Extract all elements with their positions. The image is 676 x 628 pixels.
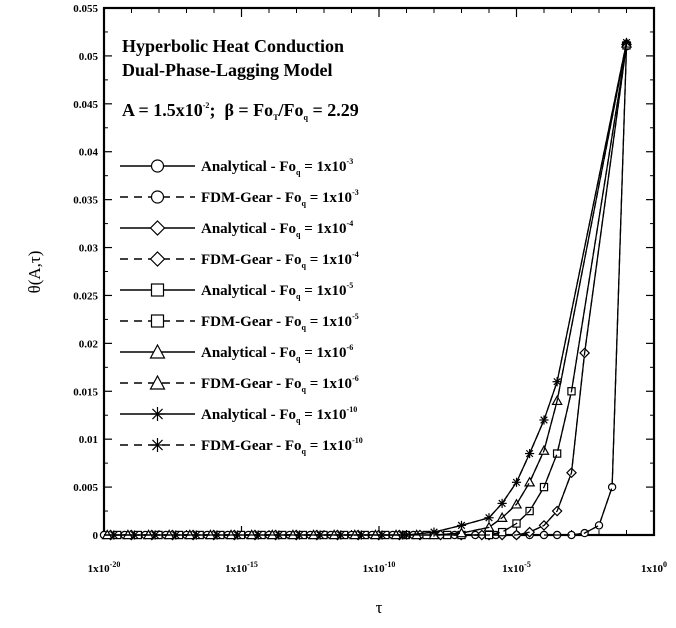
marker-stroke: [457, 521, 466, 530]
marker-stroke: [152, 408, 163, 420]
svg-text:A = 1.5x10-2;β = FoT/Foq = 2.2: A = 1.5x10-2; β = FoT/Foq = 2.29: [122, 100, 359, 122]
series-line: [104, 44, 628, 536]
legend-label: Analytical - Foq = 1x10-5: [201, 281, 353, 301]
chart-title-line-2: Dual-Phase-Lagging Model: [122, 60, 333, 80]
marker-stroke: [316, 531, 324, 539]
marker-triangle: [523, 476, 536, 487]
legend: Analytical - Foq = 1x10-3 FDM-Gear - Foq …: [120, 157, 363, 456]
series-fdm-gear-fo-10: [104, 42, 628, 536]
marker-asterisk: [150, 407, 165, 421]
legend-entry: FDM-Gear - Foq = 1x10-4: [120, 250, 359, 270]
y-tick-label: 0.03: [79, 243, 99, 255]
y-tick-label: 0.005: [73, 482, 98, 494]
axis-ticks: 0 0.005 0.01 0.015 0.02 0.025 0.03 0.035 0.04 0.0…: [73, 3, 667, 575]
series-line: [104, 43, 628, 536]
legend-label: FDM-Gear - Foq = 1x10-5: [201, 312, 359, 332]
param-beta-pre: β = Fo: [224, 100, 273, 120]
plot-frame: [102, 6, 656, 537]
y-tick-label: 0.01: [79, 434, 98, 446]
param-beta-value: = 2.29: [308, 100, 359, 120]
series-layer: [99, 37, 633, 541]
legend-entry: FDM-Gear - Foq = 1x10-5: [120, 312, 359, 332]
param-tau-sub: T: [273, 113, 279, 122]
marker-triangle: [149, 374, 166, 390]
legend-entry: Analytical - Foq = 1x10-6: [120, 343, 353, 363]
marker-asterisk: [150, 438, 165, 452]
y-tick-label: 0.055: [73, 3, 98, 15]
marker-square: [552, 449, 562, 458]
param-q-sub: q: [304, 113, 309, 122]
series-fdm-gear-fo-5: [104, 45, 628, 536]
y-tick-label: 0.035: [73, 195, 98, 207]
marker-circle: [150, 190, 165, 204]
y-axis-label: θ(A,τ): [25, 251, 44, 294]
chart-title: Hyperbolic Heat Conduction Dual-Phase-La…: [122, 36, 344, 80]
series-line: [104, 42, 628, 536]
legend-entry: Analytical - Foq = 1x10-3: [120, 157, 353, 177]
x-tick-label: 1x100: [641, 560, 667, 575]
y-tick-label: 0: [93, 530, 99, 542]
marker-stroke: [152, 439, 163, 451]
marker-square: [150, 314, 165, 328]
marker-circle: [150, 159, 165, 173]
legend-label: FDM-Gear - Foq = 1x10-10: [201, 436, 363, 456]
marker-stroke: [357, 531, 366, 539]
x-tick-label: 1x10-5: [502, 560, 531, 575]
series-line: [104, 45, 628, 536]
legend-entry: FDM-Gear - Foq = 1x10-3: [120, 188, 359, 208]
legend-label: Analytical - Foq = 1x10-6: [201, 343, 353, 363]
legend-entry: Analytical - Foq = 1x10-4: [120, 219, 353, 239]
legend-entry: FDM-Gear - Foq = 1x10-10: [120, 436, 363, 456]
param-slash: /Fo: [278, 100, 304, 120]
marker-square: [150, 283, 165, 297]
chart-title-line-1: Hyperbolic Heat Conduction: [122, 36, 344, 56]
marker-triangle: [455, 527, 468, 538]
marker-circle: [594, 521, 604, 530]
x-tick-label: 1x10-10: [363, 560, 396, 575]
legend-entry: Analytical - Foq = 1x10-5: [120, 281, 353, 301]
series-fdm-gear-fo-6: [104, 43, 628, 536]
marker-diamond: [149, 220, 166, 236]
x-axis-label: τ: [376, 598, 383, 617]
x-tick-label: 1x10-15: [225, 560, 258, 575]
marker-asterisk: [621, 37, 632, 48]
parameters-label: A = 1.5x10-2; β = FoT/Foq = 2.29: [122, 100, 359, 122]
y-tick-label: 0.025: [73, 290, 98, 302]
y-tick-label: 0.045: [73, 99, 98, 111]
legend-label: Analytical - Foq = 1x10-3: [201, 157, 353, 177]
y-tick-label: 0.02: [79, 338, 99, 350]
marker-stroke: [337, 531, 345, 539]
legend-label: Analytical - Foq = 1x10-10: [201, 405, 357, 425]
legend-label: FDM-Gear - Foq = 1x10-6: [201, 374, 359, 394]
y-tick-label: 0.015: [73, 386, 98, 398]
marker-diamond: [149, 251, 166, 267]
legend-label: Analytical - Foq = 1x10-4: [201, 219, 353, 239]
marker-stroke: [378, 531, 386, 539]
legend-entry: Analytical - Foq = 1x10-10: [120, 405, 357, 425]
marker-stroke: [110, 531, 118, 539]
series-line: [104, 46, 628, 536]
param-semicolon: ;: [209, 100, 215, 120]
legend-entry: FDM-Gear - Foq = 1x10-6: [120, 374, 359, 394]
param-a-base: A = 1.5x10: [122, 100, 203, 120]
param-a-exp: -2: [203, 101, 210, 110]
marker-asterisk: [456, 520, 467, 531]
y-tick-label: 0.05: [79, 51, 99, 63]
series-fdm-gear-fo-3: [104, 46, 628, 536]
x-tick-label: 1x10-20: [88, 560, 121, 575]
marker-square: [497, 527, 507, 537]
series-fdm-gear-fo-4: [104, 44, 628, 536]
y-tick-label: 0.04: [79, 147, 99, 159]
marker-stroke: [622, 38, 631, 47]
legend-label: FDM-Gear - Foq = 1x10-4: [201, 250, 359, 270]
legend-label: FDM-Gear - Foq = 1x10-3: [201, 188, 359, 208]
marker-triangle: [149, 343, 166, 359]
